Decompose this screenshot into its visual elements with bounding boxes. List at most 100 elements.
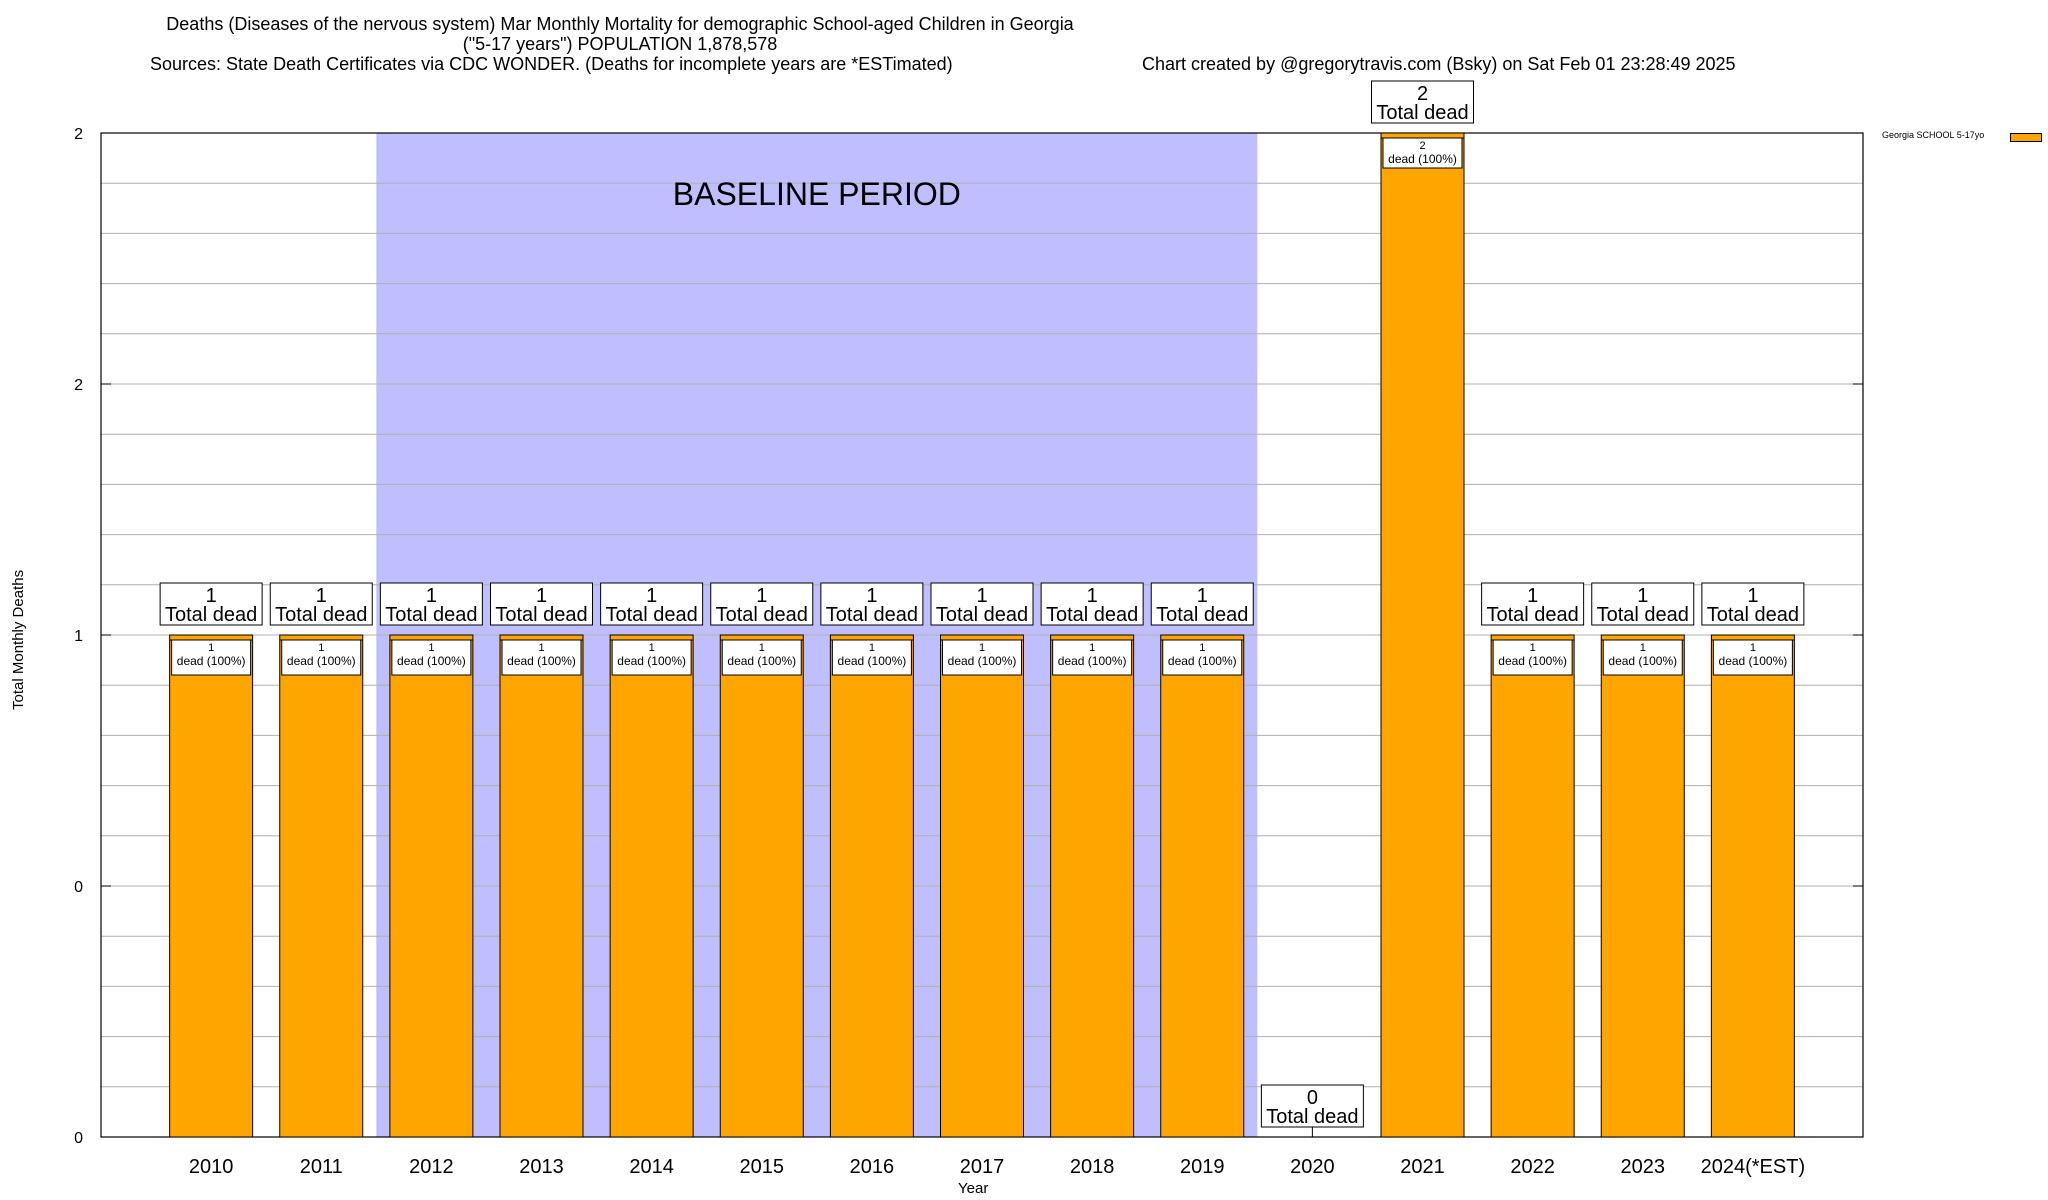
total-label-value: 1 [1087,585,1098,607]
segment-label-value: 1 [1750,642,1756,654]
x-tick-label: 2018 [1070,1156,1115,1178]
total-label-value: 1 [1197,585,1208,607]
segment-label-box [831,639,912,676]
total-label-value: 1 [426,585,437,607]
total-label-value: 1 [206,585,217,607]
total-label-box [159,582,263,626]
total-label-text: Total dead [1486,604,1578,626]
y-tick-label: 0 [74,879,83,896]
segment-label-value: 1 [208,642,214,654]
total-label-box [930,582,1034,626]
chart-subtitle: ("5-17 years") POPULATION 1,878,578 [462,34,778,54]
x-tick-label: 2011 [300,1156,343,1178]
x-tick-label: 2010 [189,1156,234,1178]
total-label-text: Total dead [275,604,367,626]
y-axis-label: Total Monthly Deaths [10,569,27,710]
total-label-box [1260,1084,1364,1128]
total-label-value: 1 [1527,585,1538,607]
total-label-value: 1 [1747,585,1758,607]
total-label-box [600,582,704,626]
bar [940,634,1024,1138]
segment-label-text: dead (100%) [287,654,356,668]
x-axis-label: Year [958,1180,989,1197]
segment-label-box [611,639,692,676]
y-tick-label: 2 [74,377,83,394]
total-label-box [1591,582,1695,626]
segment-label-box [1052,639,1133,676]
segment-label-box [171,639,252,676]
total-label-box [710,582,814,626]
segment-label-box [391,639,472,676]
total-label-text: Total dead [936,604,1028,626]
total-label-value: 1 [1637,585,1648,607]
segment-label-text: dead (100%) [1168,654,1237,668]
segment-label-value: 2 [1419,140,1425,152]
segment-label-value: 1 [318,642,324,654]
segment-label-box [721,639,802,676]
segment-label-value: 1 [538,642,544,654]
total-label-text: Total dead [1597,604,1689,626]
bar [1050,634,1135,1138]
segment-label-text: dead (100%) [617,654,686,668]
segment-label-value: 1 [649,642,655,654]
x-tick-label: 2019 [1180,1156,1225,1178]
x-tick-label: 2023 [1621,1156,1666,1178]
x-tick-label: 2017 [960,1156,1005,1178]
segment-label-box [1712,639,1793,676]
total-label-box [820,582,924,626]
x-tick-label: 2014 [629,1156,674,1178]
total-label-value: 1 [316,585,327,607]
total-label-box [1701,582,1805,626]
legend-entry-label: Georgia SCHOOL 5-17yo [1882,130,1985,140]
segment-label-text: dead (100%) [397,654,466,668]
bar [1380,132,1465,1138]
total-label-box [490,582,593,626]
segment-label-text: dead (100%) [177,654,246,668]
total-label-text: Total dead [495,604,587,626]
segment-label-value: 1 [1530,642,1536,654]
segment-label-box [1602,639,1683,676]
total-label-box [1040,582,1144,626]
segment-label-value: 1 [759,642,765,654]
chart-sources: Sources: State Death Certificates via CD… [150,54,953,74]
total-label-text: Total dead [716,604,808,626]
segment-label-text: dead (100%) [838,654,907,668]
total-label-text: Total dead [605,604,697,626]
total-label-text: Total dead [1376,102,1468,124]
x-tick-label: 2021 [1400,1156,1445,1178]
x-tick-label: 2012 [409,1156,454,1178]
segment-label-value: 1 [1199,642,1205,654]
x-tick-label: 2016 [850,1156,895,1178]
segment-label-value: 1 [1089,642,1095,654]
baseline-label: BASELINE PERIOD [673,176,961,212]
bar [279,634,364,1138]
total-label-value: 1 [536,585,547,607]
total-label-box [1481,582,1585,626]
total-label-box [379,582,483,626]
bar [719,634,804,1138]
total-label-value: 2 [1417,83,1428,105]
total-label-text: Total dead [1156,604,1248,626]
segment-label-box [1382,137,1463,169]
segment-label-text: dead (100%) [1498,654,1567,668]
segment-label-box [1492,639,1573,676]
bar [499,634,584,1138]
y-tick-label: 2 [74,126,83,143]
total-label-box [1371,80,1474,124]
y-tick-label: 1 [74,628,83,645]
total-label-text: Total dead [385,604,477,626]
x-tick-label: 2024(*EST) [1701,1156,1806,1178]
total-label-box [269,582,373,626]
chart-title: Deaths (Diseases of the nervous system) … [166,14,1074,34]
segment-label-box [1162,639,1243,676]
x-tick-label: 2020 [1290,1156,1335,1178]
total-label-value: 1 [646,585,657,607]
segment-label-text: dead (100%) [1388,152,1457,166]
total-label-value: 1 [866,585,877,607]
segment-label-text: dead (100%) [1058,654,1127,668]
total-label-value: 1 [976,585,987,607]
segment-label-value: 1 [979,642,985,654]
segment-label-text: dead (100%) [948,654,1017,668]
segment-label-box [942,639,1022,676]
